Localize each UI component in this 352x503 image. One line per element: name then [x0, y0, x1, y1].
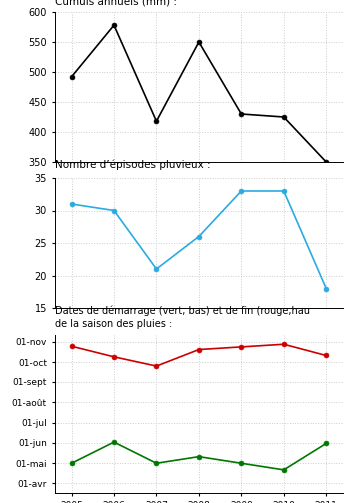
Text: Nombre d’épisodes pluvieux :: Nombre d’épisodes pluvieux :	[55, 159, 210, 170]
Text: Dates de démarrage (vert, bas) et de fin (rouge,hau: Dates de démarrage (vert, bas) et de fin…	[55, 305, 309, 316]
Text: Cumuls annuels (mm) :: Cumuls annuels (mm) :	[55, 0, 177, 6]
Text: de la saison des pluies :: de la saison des pluies :	[55, 319, 172, 328]
